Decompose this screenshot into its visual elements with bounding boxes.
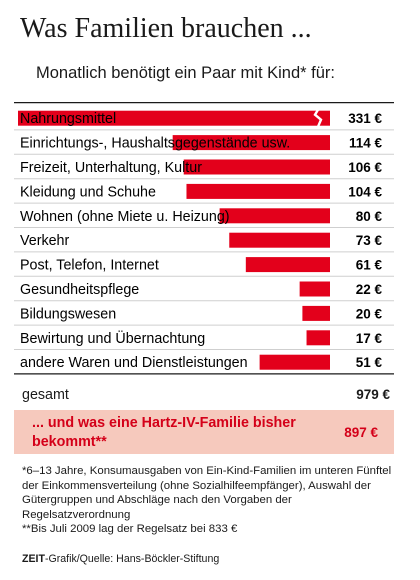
category-label: Kleidung und Schuhe: [20, 184, 156, 200]
source-text: -Grafik/Quelle: Hans-Böckler-Stiftung: [44, 553, 220, 565]
value-label: 51 €: [356, 355, 383, 370]
source-line: ZEIT-Grafik/Quelle: Hans-Böckler-Stiftun…: [22, 552, 402, 566]
bar: [172, 135, 330, 151]
footnote-sample: *6–13 Jahre, Konsumausgaben von Ein-Kind…: [22, 465, 392, 521]
category-label: Wohnen (ohne Miete u. Heizung): [20, 209, 230, 225]
bar: [186, 183, 330, 199]
source-brand: ZEIT: [22, 553, 45, 565]
category-label: Bewirtung und Übernachtung: [20, 329, 205, 347]
category-label: Verkehr: [20, 233, 70, 249]
hartz-iv-label: ... und was eine Hartz-IV-Familie bisher…: [32, 415, 296, 450]
value-label: 61 €: [356, 258, 383, 273]
bar: [306, 330, 330, 346]
value-label: 73 €: [356, 233, 383, 248]
category-label: Gesundheitspflege: [20, 282, 139, 298]
footnote-regelsatz: **Bis Juli 2009 lag der Regelsatz bei 83…: [22, 523, 238, 536]
footnotes: *6–13 Jahre, Konsumausgaben von Ein-Kind…: [22, 464, 402, 537]
category-label: Freizeit, Unterhaltung, Kultur: [20, 160, 202, 176]
bar: [229, 232, 330, 248]
bar: [259, 354, 330, 370]
category-label: Post, Telefon, Internet: [20, 258, 159, 274]
bar: [302, 305, 330, 321]
hartz-iv-value: 897 €: [344, 425, 378, 440]
value-label: 20 €: [356, 306, 383, 321]
bar-chart: Nahrungsmittel 331 € Einrichtungs-, Hausha…: [14, 102, 394, 375]
value-label: 22 €: [356, 282, 383, 297]
axis-break-mark: [313, 109, 323, 128]
bar: [183, 159, 330, 175]
total-label: gesamt: [22, 387, 69, 403]
bar: [219, 208, 330, 224]
bar: [299, 281, 330, 297]
bar: [18, 110, 330, 126]
value-label: 17 €: [356, 331, 383, 346]
category-label: Bildungswesen: [20, 306, 116, 322]
chart-subtitle: Monatlich benötigt ein Paar mit Kind* fü…: [36, 64, 335, 82]
value-label: 80 €: [356, 209, 383, 224]
total-value: 979 €: [356, 387, 390, 402]
value-label: 104 €: [348, 184, 382, 199]
value-label: 114 €: [349, 136, 383, 151]
category-label: andere Waren und Dienstleistungen: [20, 355, 248, 371]
bar: [245, 257, 330, 273]
value-label: 106 €: [348, 160, 382, 175]
hartz-iv-box: ... und was eine Hartz-IV-Familie bisher…: [14, 410, 394, 454]
value-label: 331 €: [348, 111, 382, 126]
chart-title: Was Familien brauchen ...: [20, 13, 312, 44]
category-label: Nahrungsmittel: [20, 111, 116, 127]
category-label: Einrichtungs-, Haushaltsgegenstände usw.: [20, 136, 290, 152]
